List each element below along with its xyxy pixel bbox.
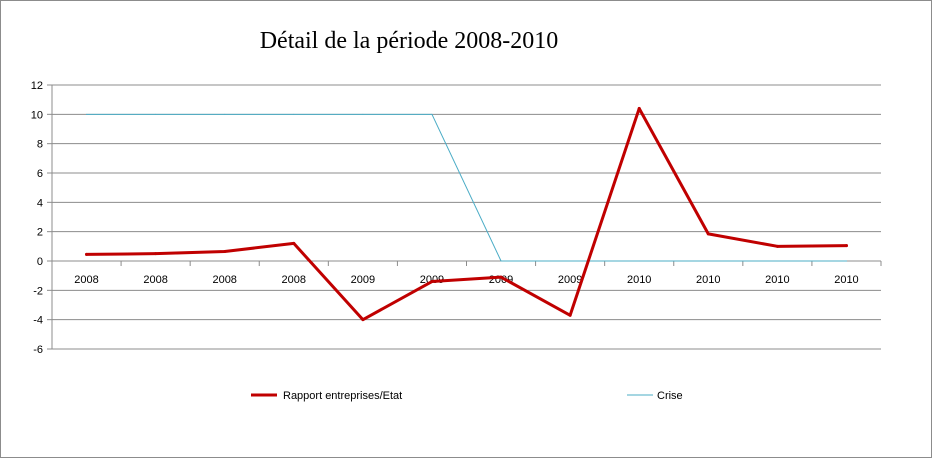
data-point xyxy=(706,232,710,236)
data-point xyxy=(638,260,640,262)
legend-label: Crise xyxy=(657,390,683,402)
data-point xyxy=(499,275,503,279)
data-point xyxy=(430,280,434,284)
series-line-crise xyxy=(86,113,847,262)
data-point xyxy=(776,260,778,262)
x-tick-label: 2009 xyxy=(558,274,582,286)
x-tick-label: 2008 xyxy=(74,274,98,286)
data-point xyxy=(292,241,296,245)
y-tick-label: 12 xyxy=(31,80,43,92)
data-point xyxy=(707,260,709,262)
x-tick-label: 2008 xyxy=(143,274,167,286)
y-tick-label: 8 xyxy=(37,139,43,151)
x-tick-label: 2008 xyxy=(212,274,236,286)
data-point xyxy=(86,113,88,115)
y-tick-label: -4 xyxy=(33,315,43,327)
x-tick-label: 2010 xyxy=(627,274,651,286)
data-point xyxy=(224,113,226,115)
legend-label: Rapport entreprises/Etat xyxy=(283,390,402,402)
data-point xyxy=(293,113,295,115)
data-point xyxy=(569,260,571,262)
data-point xyxy=(223,249,227,253)
data-point xyxy=(637,106,641,110)
gridlines xyxy=(52,84,881,350)
series-lines xyxy=(85,106,848,322)
data-point xyxy=(361,318,365,322)
x-tick-label: 2008 xyxy=(282,274,306,286)
y-tick-label: 4 xyxy=(37,197,43,209)
y-tick-label: 2 xyxy=(37,227,43,239)
data-point xyxy=(845,260,847,262)
data-point xyxy=(568,313,572,317)
y-tick-label: 0 xyxy=(37,256,43,268)
x-tick-label: 2009 xyxy=(351,274,375,286)
data-point xyxy=(844,244,848,248)
x-tick-labels: 2008 2008 2008 2008 2009 2009 2009 2009 2010 2010… xyxy=(74,274,858,286)
y-tick-label: 10 xyxy=(31,109,43,121)
legend: Rapport entreprises/Etat Crise xyxy=(251,390,683,402)
y-tick-label: -2 xyxy=(33,285,43,297)
x-tick-label: 2010 xyxy=(696,274,720,286)
data-point xyxy=(431,113,433,115)
chart-title: Détail de la période 2008-2010 xyxy=(260,28,559,54)
data-point xyxy=(362,113,364,115)
x-tick-label: 2010 xyxy=(765,274,789,286)
data-point xyxy=(775,244,779,248)
series-line-rapport xyxy=(85,106,848,322)
data-point xyxy=(155,113,157,115)
data-point xyxy=(85,252,89,256)
y-axis: -6 -4 -2 0 2 4 6 8 10 12 xyxy=(31,80,53,356)
data-point xyxy=(500,260,502,262)
x-tick-label: 2010 xyxy=(834,274,858,286)
data-point xyxy=(154,252,158,256)
y-tick-label: -6 xyxy=(33,344,43,356)
x-tick-label: 2009 xyxy=(420,274,444,286)
x-axis xyxy=(51,260,882,266)
y-tick-label: 6 xyxy=(37,168,43,180)
